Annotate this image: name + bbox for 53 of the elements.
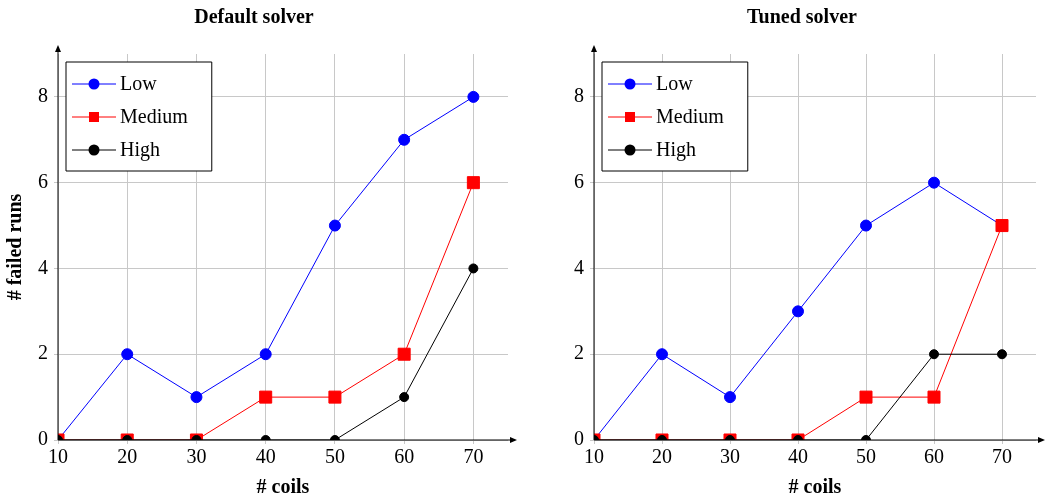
x-tick-label: 60 (394, 445, 415, 468)
point (997, 349, 1007, 360)
x-tick-label: 20 (117, 445, 138, 468)
x-tick-label: 20 (652, 445, 672, 468)
y-tick-label: 2 (574, 341, 584, 364)
x-axis-title: # coils (788, 475, 842, 498)
point (121, 348, 134, 361)
point (792, 305, 804, 318)
legend-label: Medium (120, 105, 189, 128)
x-tick-label: 10 (584, 445, 604, 468)
y-tick-label: 8 (574, 84, 584, 107)
x-tick-label: 60 (924, 445, 944, 468)
x-tick-label: 30 (720, 445, 740, 468)
point (860, 219, 872, 232)
point (929, 349, 939, 360)
y-tick-label: 8 (38, 84, 48, 107)
point (328, 219, 341, 232)
point (466, 176, 480, 190)
y-tick-label: 6 (574, 169, 584, 192)
y-axis-title: # failed runs (3, 193, 26, 301)
legend-label: High (120, 138, 160, 162)
x-tick-label: 50 (324, 445, 345, 468)
y-tick-label: 4 (574, 255, 584, 278)
chart-title: Default solver (194, 5, 314, 28)
x-tick-label: 50 (856, 445, 876, 468)
y-tick-label: 0 (38, 427, 48, 450)
x-tick-label: 40 (255, 445, 276, 468)
point (859, 390, 873, 404)
y-tick-label: 2 (38, 341, 48, 364)
y-tick-label: 6 (38, 169, 48, 192)
x-tick-label: 70 (992, 445, 1012, 468)
point (928, 176, 940, 189)
point (656, 348, 668, 361)
legend-label: Low (656, 72, 694, 95)
x-tick-label: 70 (463, 445, 484, 468)
point (927, 390, 941, 404)
point (259, 390, 273, 404)
x-tick-label: 40 (788, 445, 808, 468)
y-tick-label: 4 (38, 255, 48, 278)
point (468, 263, 479, 274)
x-tick-label: 30 (186, 445, 207, 468)
point (328, 390, 342, 404)
x-axis-title: # coils (256, 475, 310, 498)
chart-title: Tuned solver (747, 5, 858, 28)
y-tick-label: 0 (574, 427, 584, 450)
point (397, 347, 411, 361)
legend-label: Low (120, 72, 158, 95)
point (398, 133, 411, 146)
legend-label: Medium (656, 105, 725, 128)
legend-label: High (656, 138, 696, 162)
x-tick-label: 10 (48, 445, 68, 468)
point (467, 90, 480, 103)
point (259, 348, 272, 361)
